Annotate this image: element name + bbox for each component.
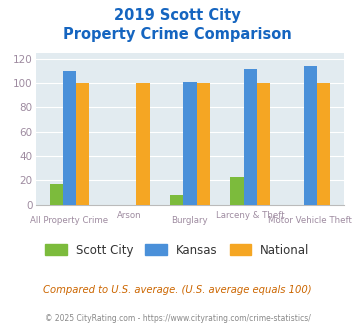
Bar (136, 83, 149, 205)
Legend: Scott City, Kansas, National: Scott City, Kansas, National (45, 244, 310, 256)
Bar (230, 177, 244, 205)
Text: All Property Crime: All Property Crime (31, 215, 109, 224)
Text: Arson: Arson (118, 212, 142, 220)
Bar (183, 82, 197, 205)
Text: 2019 Scott City: 2019 Scott City (114, 8, 241, 23)
Text: Motor Vehicle Theft: Motor Vehicle Theft (268, 215, 353, 224)
Bar (76, 83, 89, 205)
Bar (50, 184, 63, 205)
Text: © 2025 CityRating.com - https://www.cityrating.com/crime-statistics/: © 2025 CityRating.com - https://www.city… (45, 314, 310, 323)
Bar (304, 66, 317, 205)
Text: Compared to U.S. average. (U.S. average equals 100): Compared to U.S. average. (U.S. average … (43, 285, 312, 295)
Bar (63, 71, 76, 205)
Bar (170, 195, 183, 205)
Bar (317, 83, 330, 205)
Bar (257, 83, 270, 205)
Bar (197, 83, 210, 205)
Text: Burglary: Burglary (171, 215, 208, 224)
Bar (244, 69, 257, 205)
Text: Property Crime Comparison: Property Crime Comparison (63, 27, 292, 42)
Text: Larceny & Theft: Larceny & Theft (216, 212, 284, 220)
